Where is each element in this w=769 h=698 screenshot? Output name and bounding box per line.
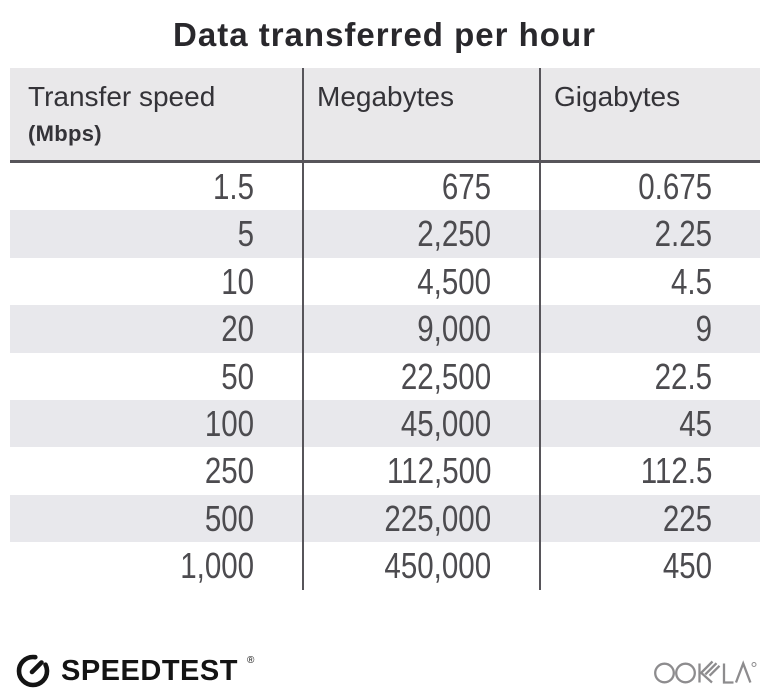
cell-value: 2.25 [654, 213, 712, 255]
cell-value: 112.5 [640, 450, 712, 492]
table-cell: 2.25 [539, 210, 760, 258]
ookla-registered-trademark: ® [654, 646, 655, 647]
cell-value: 22.5 [654, 355, 712, 397]
cell-value: 45,000 [400, 402, 491, 444]
table-cell: 0.675 [539, 163, 760, 211]
speedometer-gauge-icon [16, 654, 50, 688]
table-row: 1,000 450,000 450 [10, 542, 760, 590]
table-cell: 225 [539, 494, 760, 543]
cell-value: 9 [695, 308, 712, 350]
table-cell: 9 [539, 305, 760, 353]
table-cell: 22,500 [302, 352, 539, 400]
cell-value: 20 [221, 308, 254, 350]
cell-value: 10 [221, 260, 254, 302]
cell-value: 4,500 [417, 260, 491, 302]
table-cell: 45,000 [302, 399, 539, 448]
cell-value: 500 [204, 497, 254, 539]
cell-value: 1.5 [212, 166, 254, 207]
cell-value: 112,500 [386, 450, 491, 492]
table-cell: 4.5 [539, 257, 760, 306]
table-cell: 450 [539, 542, 760, 590]
cell-value: 225,000 [384, 497, 491, 539]
table-cell: 45 [539, 399, 760, 448]
table-row: 250 112,500 112.5 [10, 447, 760, 495]
table-header-row: Transfer speed (Mbps) Megabytes Gigabyte… [10, 68, 760, 163]
table-row: 500 225,000 225 [10, 494, 760, 543]
table-cell: 10 [10, 258, 302, 305]
table-row: 100 45,000 45 [10, 399, 760, 448]
cell-value: 675 [441, 166, 491, 207]
column-header-label: Gigabytes [554, 81, 681, 112]
table-cell: 250 [10, 447, 302, 494]
speedtest-logo: SPEEDTEST ® [13, 650, 255, 690]
cell-value: 100 [204, 402, 254, 444]
table-row: 10 4,500 4.5 [10, 257, 760, 306]
table-row: 5 2,250 2.25 [10, 210, 760, 258]
table-cell: 100 [10, 400, 302, 447]
table-cell: 22.5 [539, 352, 760, 400]
table-cell: 5 [10, 210, 302, 257]
ookla-logo: OOKLA ® [653, 656, 757, 686]
table-row: 1.5 675 0.675 [10, 163, 760, 211]
cell-value: 5 [237, 213, 254, 255]
column-header-label: Transfer speed [28, 81, 216, 112]
cell-value: 1,000 [180, 545, 254, 587]
cell-value: 9,000 [417, 308, 491, 350]
table-cell: 500 [10, 495, 302, 542]
table-cell: 50 [10, 353, 302, 400]
table-cell: 20 [10, 305, 302, 352]
table-cell: 4,500 [302, 257, 539, 306]
table-cell: 112,500 [302, 447, 539, 495]
table-row: 50 22,500 22.5 [10, 352, 760, 400]
registered-trademark-icon: ® [246, 654, 255, 666]
cell-value: 22,500 [400, 355, 491, 397]
table-cell: 450,000 [302, 542, 539, 590]
table-body: 1.5 675 0.675 5 2,250 2.25 10 4,500 4.5 20 9,000 9 5… [10, 163, 760, 590]
column-header-transfer-speed: Transfer speed (Mbps) [10, 68, 302, 160]
table-cell: 2,250 [302, 210, 539, 258]
cell-value: 45 [679, 402, 712, 444]
speedtest-wordmark: SPEEDTEST [61, 654, 238, 687]
table-cell: 1,000 [10, 542, 302, 589]
cell-value: 250 [204, 450, 254, 492]
ookla-wordmark-icon [654, 660, 757, 684]
table-cell: 225,000 [302, 494, 539, 543]
page-title: Data transferred per hour [173, 16, 596, 53]
column-header-label: Megabytes [317, 81, 454, 112]
cell-value: 50 [221, 355, 254, 397]
data-table: Transfer speed (Mbps) Megabytes Gigabyte… [10, 68, 760, 590]
table-cell: 112.5 [539, 447, 760, 495]
table-row: 20 9,000 9 [10, 305, 760, 353]
column-header-unit: (Mbps) [28, 121, 102, 146]
cell-value: 225 [662, 497, 712, 539]
table-cell: 9,000 [302, 305, 539, 353]
column-header-megabytes: Megabytes [302, 68, 539, 160]
column-header-gigabytes: Gigabytes [539, 68, 760, 160]
table-cell: 1.5 [10, 163, 302, 210]
cell-value: 450,000 [384, 545, 491, 587]
cell-value: 4.5 [670, 260, 712, 302]
table-cell: 675 [302, 163, 539, 211]
cell-value: 450 [662, 545, 712, 587]
cell-value: 2,250 [417, 213, 491, 255]
cell-value: 0.675 [638, 166, 712, 207]
